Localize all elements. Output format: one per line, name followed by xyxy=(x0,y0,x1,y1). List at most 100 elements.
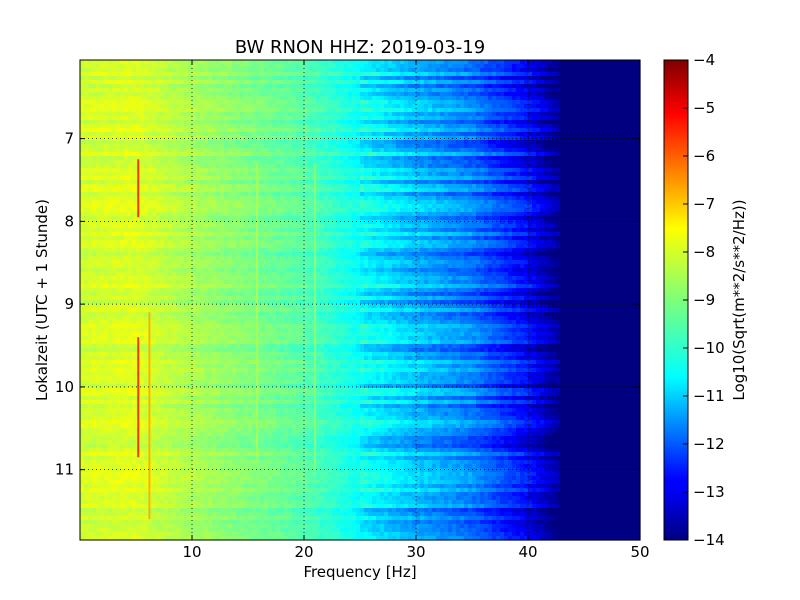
heatmap-cell xyxy=(532,156,537,161)
heatmap-cell xyxy=(96,68,101,73)
heatmap-cell xyxy=(352,144,357,149)
heatmap-cell xyxy=(92,128,97,133)
heatmap-cell xyxy=(284,156,289,161)
heatmap-cell xyxy=(252,192,257,197)
heatmap-cell xyxy=(476,112,481,117)
heatmap-cell xyxy=(140,196,145,201)
heatmap-cell xyxy=(400,76,405,81)
heatmap-cell xyxy=(436,80,441,85)
heatmap-cell xyxy=(592,68,597,73)
heatmap-cell xyxy=(228,188,233,193)
heatmap-cell xyxy=(424,88,429,93)
heatmap-cell xyxy=(352,192,357,197)
heatmap-cell xyxy=(224,104,229,109)
heatmap-cell xyxy=(184,128,189,133)
heatmap-cell xyxy=(568,176,573,181)
heatmap-cell xyxy=(560,196,565,201)
heatmap-cell xyxy=(500,76,505,81)
heatmap-cell xyxy=(292,132,297,137)
heatmap-cell xyxy=(424,72,429,77)
heatmap-cell xyxy=(244,168,249,173)
heatmap-cell xyxy=(556,140,561,145)
heatmap-cell xyxy=(424,164,429,169)
heatmap-cell xyxy=(504,192,509,197)
heatmap-cell xyxy=(476,144,481,149)
heatmap-cell xyxy=(220,108,225,113)
heatmap-cell xyxy=(128,196,133,201)
heatmap-cell xyxy=(416,184,421,189)
heatmap-cell xyxy=(204,188,209,193)
heatmap-cell xyxy=(468,188,473,193)
heatmap-cell xyxy=(176,156,181,161)
heatmap-cell xyxy=(276,108,281,113)
heatmap-cell xyxy=(568,68,573,73)
heatmap-cell xyxy=(92,200,97,205)
heatmap-cell xyxy=(572,72,577,77)
heatmap-cell xyxy=(616,164,621,169)
heatmap-cell xyxy=(580,176,585,181)
heatmap-cell xyxy=(540,60,545,65)
heatmap-cell xyxy=(452,148,457,153)
heatmap-cell xyxy=(236,60,241,65)
heatmap-cell xyxy=(608,108,613,113)
heatmap-cell xyxy=(616,76,621,81)
heatmap-cell xyxy=(416,160,421,165)
heatmap-cell xyxy=(308,116,313,121)
heatmap-cell xyxy=(572,164,577,169)
heatmap-cell xyxy=(476,132,481,137)
heatmap-cell xyxy=(356,192,361,197)
heatmap-cell xyxy=(516,180,521,185)
heatmap-cell xyxy=(548,116,553,121)
heatmap-cell xyxy=(124,112,129,117)
heatmap-cell xyxy=(452,124,457,129)
heatmap-cell xyxy=(464,112,469,117)
heatmap-cell xyxy=(196,60,201,65)
heatmap-cell xyxy=(584,92,589,97)
heatmap-cell xyxy=(368,188,373,193)
heatmap-cell xyxy=(292,112,297,117)
heatmap-cell xyxy=(116,140,121,145)
heatmap-cell xyxy=(316,188,321,193)
heatmap-cell xyxy=(248,152,253,157)
heatmap-cell xyxy=(520,188,525,193)
heatmap-cell xyxy=(352,160,357,165)
heatmap-cell xyxy=(380,176,385,181)
heatmap-cell xyxy=(212,112,217,117)
heatmap-cell xyxy=(216,168,221,173)
heatmap-cell xyxy=(468,80,473,85)
heatmap-cell xyxy=(428,164,433,169)
heatmap-cell xyxy=(572,176,577,181)
heatmap-cell xyxy=(340,196,345,201)
heatmap-cell xyxy=(628,124,633,129)
heatmap-cell xyxy=(304,120,309,125)
heatmap-cell xyxy=(288,128,293,133)
heatmap-cell xyxy=(192,60,197,65)
heatmap-cell xyxy=(516,88,521,93)
heatmap-cell xyxy=(628,104,633,109)
heatmap-cell xyxy=(436,100,441,105)
heatmap-cell xyxy=(208,144,213,149)
heatmap-cell xyxy=(632,120,637,125)
heatmap-cell xyxy=(508,68,513,73)
heatmap-cell xyxy=(336,132,341,137)
heatmap-cell xyxy=(88,144,93,149)
heatmap-cell xyxy=(584,184,589,189)
heatmap-cell xyxy=(356,164,361,169)
heatmap-cell xyxy=(440,116,445,121)
heatmap-cell xyxy=(204,148,209,153)
heatmap-cell xyxy=(424,80,429,85)
heatmap-cell xyxy=(488,144,493,149)
heatmap-cell xyxy=(232,168,237,173)
heatmap-cell xyxy=(536,164,541,169)
heatmap-cell xyxy=(396,192,401,197)
heatmap-cell xyxy=(624,172,629,177)
heatmap-cell xyxy=(424,124,429,129)
heatmap-cell xyxy=(628,116,633,121)
heatmap-cell xyxy=(360,100,365,105)
heatmap-cell xyxy=(472,140,477,145)
heatmap-cell xyxy=(432,112,437,117)
heatmap-cell xyxy=(600,84,605,89)
heatmap-cell xyxy=(496,176,501,181)
heatmap-cell xyxy=(172,196,177,201)
heatmap-cell xyxy=(456,144,461,149)
